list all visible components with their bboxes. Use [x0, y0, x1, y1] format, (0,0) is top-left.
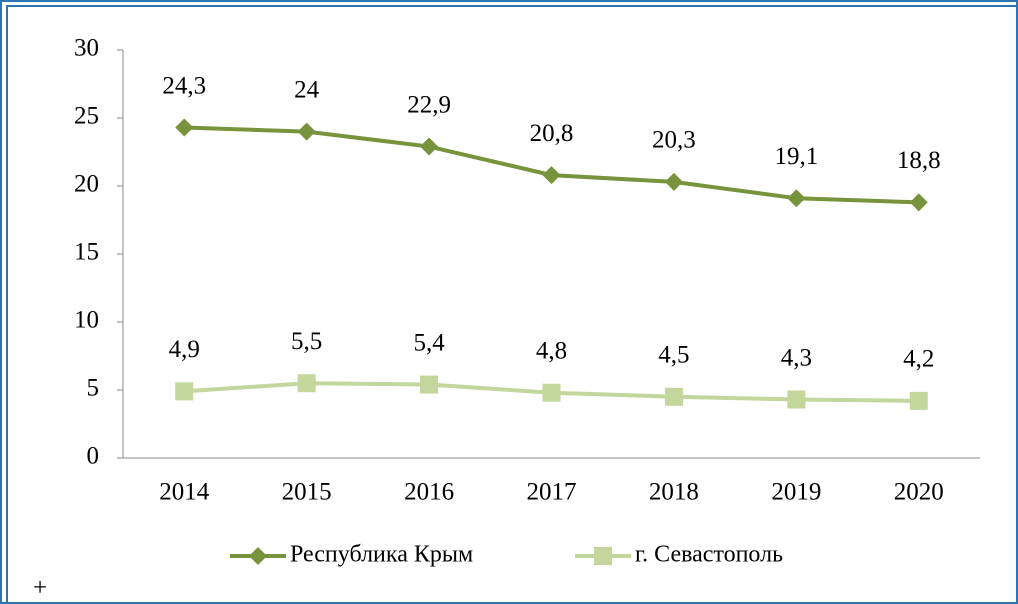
- data-point: [420, 375, 439, 394]
- x-tick-label: 2015: [282, 479, 332, 506]
- y-tick-label: 25: [74, 103, 99, 130]
- legend-marker: [594, 547, 612, 565]
- data-point: [787, 390, 806, 409]
- data-point: [664, 172, 683, 191]
- data-label: 4,3: [781, 344, 812, 371]
- data-label: 4,8: [536, 337, 567, 364]
- data-point: [787, 189, 806, 208]
- x-tick-label: 2016: [404, 479, 454, 506]
- data-label: 4,2: [903, 346, 934, 373]
- data-point: [542, 166, 561, 185]
- data-point: [297, 122, 316, 141]
- data-label: 4,5: [658, 342, 689, 369]
- data-label: 18,8: [897, 147, 941, 174]
- x-tick-label: 2019: [771, 479, 821, 506]
- legend-marker: [249, 547, 267, 565]
- data-point: [175, 118, 194, 137]
- y-tick-label: 0: [87, 443, 100, 470]
- x-tick-label: 2017: [527, 479, 577, 506]
- data-label: 24: [294, 76, 320, 103]
- data-label: 22,9: [407, 91, 451, 118]
- y-tick-label: 30: [74, 35, 99, 62]
- data-label: 5,4: [413, 329, 445, 356]
- data-point: [909, 193, 928, 212]
- x-tick-label: 2018: [649, 479, 699, 506]
- data-label: 4,9: [169, 336, 200, 363]
- data-label: 19,1: [774, 143, 818, 170]
- data-label: 5,5: [291, 328, 322, 355]
- data-point: [175, 382, 194, 401]
- data-point: [297, 374, 316, 393]
- y-tick-label: 15: [74, 239, 99, 266]
- legend-label: г. Севастополь: [635, 542, 783, 568]
- data-label: 24,3: [162, 72, 206, 99]
- data-point: [664, 387, 683, 406]
- data-point: [420, 137, 439, 156]
- data-point: [909, 391, 928, 410]
- data-label: 20,3: [652, 127, 696, 154]
- annotation: +: [33, 575, 47, 602]
- y-tick-label: 10: [74, 307, 99, 334]
- x-tick-label: 2014: [159, 479, 210, 506]
- y-tick-label: 5: [87, 375, 100, 402]
- x-tick-label: 2020: [894, 479, 944, 506]
- legend-label: Республика Крым: [290, 542, 473, 568]
- data-point: [542, 383, 561, 402]
- data-label: 20,8: [530, 120, 574, 147]
- y-tick-label: 20: [74, 171, 99, 198]
